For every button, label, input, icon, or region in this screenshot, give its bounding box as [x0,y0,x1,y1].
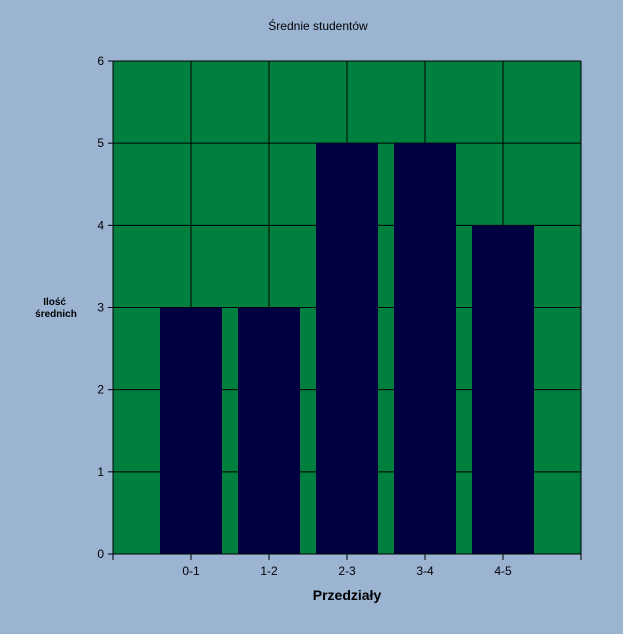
bars [160,143,534,555]
y-tick-label: 1 [97,465,104,479]
y-axis-label-line1: Ilość [43,297,66,308]
y-tick-label: 2 [97,383,104,397]
y-tick-label: 0 [97,547,104,561]
y-axis-label: Ilość średnich [35,297,77,320]
x-axis-label: Przedziały [313,587,382,603]
bar-1-2 [238,307,300,554]
bar-4-5 [472,225,534,555]
bar-0-1 [160,307,222,554]
y-tick-label: 5 [97,136,104,150]
x-tick-label: 4-5 [494,564,512,578]
y-tick-label: 4 [97,218,104,232]
y-tick-label: 3 [97,301,104,315]
axes [108,60,582,560]
x-tick-label: 3-4 [416,564,434,578]
x-tick-label: 0-1 [182,564,200,578]
y-tick-label: 6 [97,54,104,68]
x-tick-label: 1-2 [260,564,278,578]
x-tick-labels: 0-1 1-2 2-3 3-4 4-5 [182,564,512,578]
y-axis-label-line2: średnich [35,309,77,320]
bar-3-4 [394,143,456,554]
chart-title: Średnie studentów [268,18,368,33]
bar-2-3 [316,143,378,554]
y-tick-labels: 0 1 2 3 4 5 6 [97,54,104,561]
x-tick-label: 2-3 [338,564,356,578]
